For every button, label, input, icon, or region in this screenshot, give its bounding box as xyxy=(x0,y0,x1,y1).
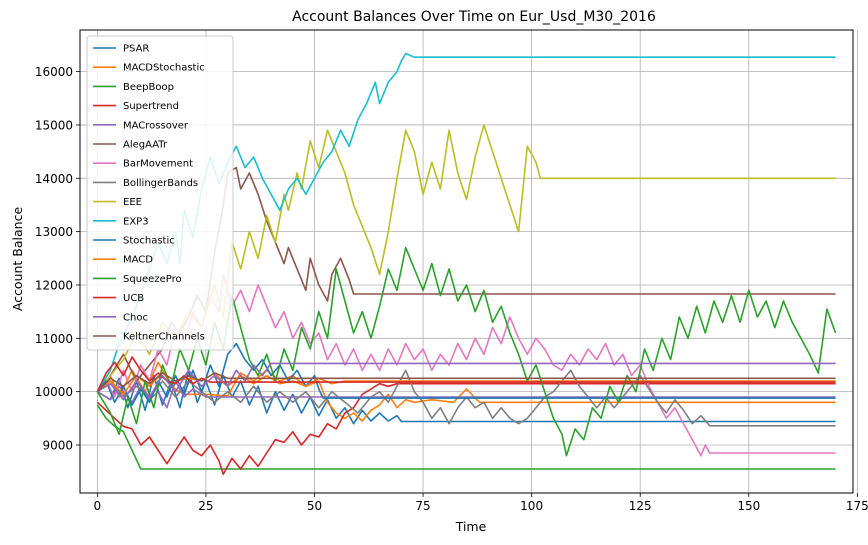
legend-label: Stochastic xyxy=(123,236,175,247)
series-line-supertrend xyxy=(96,382,836,476)
y-axis-label: Account Balance xyxy=(10,207,25,312)
y-tick-label: 16000 xyxy=(35,65,73,79)
legend: PSARMACDStochasticBeepBoopSupertrendMACr… xyxy=(86,35,234,351)
series-line-bollingerbands xyxy=(96,369,836,427)
x-tick-label: 125 xyxy=(629,499,652,513)
series-line-stochastic xyxy=(96,342,836,406)
plot-frame xyxy=(79,29,854,494)
legend-label: MACDStochastic xyxy=(123,63,205,74)
x-tick-label: 150 xyxy=(737,499,760,513)
y-tick-label: 14000 xyxy=(35,172,73,186)
chart-title: Account Balances Over Time on Eur_Usd_M3… xyxy=(292,9,656,25)
y-axis-ticks: 9000 10000 11000 12000 13000 14000 15000 16000 xyxy=(35,65,80,452)
legend-label: BollingerBands xyxy=(123,178,198,189)
y-tick-label: 13000 xyxy=(35,225,73,239)
legend-label: MACD xyxy=(123,255,153,266)
x-tick-label: 175 xyxy=(846,499,868,513)
y-tick-label: 12000 xyxy=(35,278,73,292)
legend-label: EEE xyxy=(123,197,142,208)
x-axis-ticks: 0 25 50 75 100 125 150 175 xyxy=(94,493,868,513)
legend-label: SqueezePro xyxy=(123,274,182,285)
legend-label: EXP3 xyxy=(123,216,149,227)
x-tick-label: 50 xyxy=(307,499,322,513)
series-line-keltnerchannels xyxy=(96,372,836,393)
x-tick-label: 0 xyxy=(94,499,102,513)
legend-label: PSAR xyxy=(123,44,149,55)
series-line-beepboop xyxy=(96,404,836,470)
legend-label: BarMovement xyxy=(123,159,193,170)
y-tick-label: 11000 xyxy=(35,332,73,346)
x-tick-label: 100 xyxy=(520,499,543,513)
legend-label: MACrossover xyxy=(123,120,189,131)
legend-label: Choc xyxy=(123,312,148,323)
series-line-choc xyxy=(96,362,836,401)
x-tick-label: 25 xyxy=(198,499,213,513)
legend-label: AlegAATr xyxy=(123,140,168,151)
legend-box xyxy=(86,35,234,351)
x-axis-label: Time xyxy=(455,519,487,534)
series-lines xyxy=(96,52,837,476)
y-tick-label: 10000 xyxy=(35,385,73,399)
y-tick-label: 15000 xyxy=(35,118,73,132)
legend-label: UCB xyxy=(123,293,144,304)
legend-label: BeepBoop xyxy=(123,82,174,93)
legend-label: Supertrend xyxy=(123,101,179,112)
x-tick-label: 75 xyxy=(415,499,430,513)
series-line-psar xyxy=(96,369,836,425)
legend-label: KeltnerChannels xyxy=(123,332,205,343)
y-tick-label: 9000 xyxy=(42,438,73,452)
